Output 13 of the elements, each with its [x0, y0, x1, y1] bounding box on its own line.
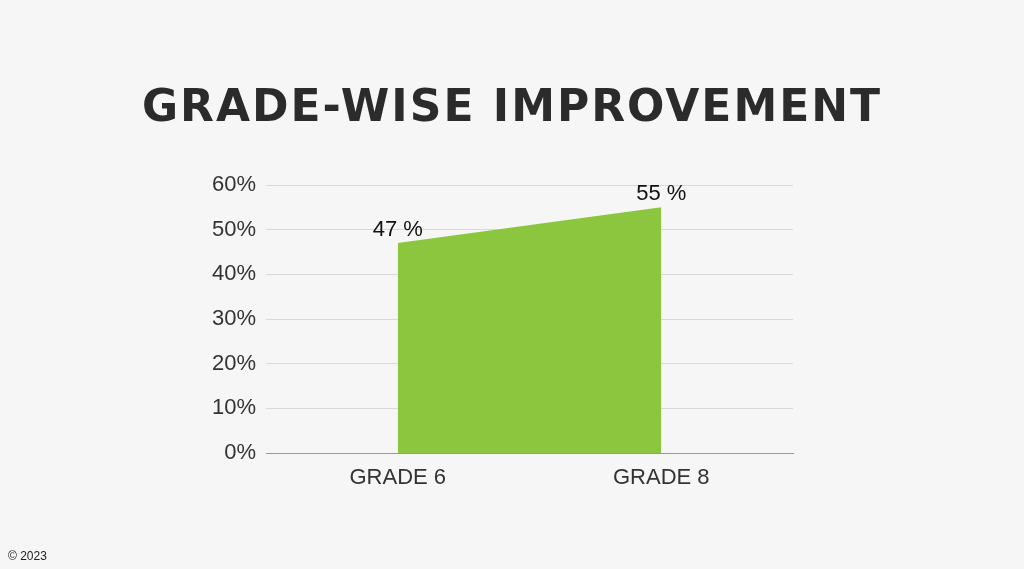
- y-tick-label: 60%: [211, 171, 256, 197]
- x-tick-label: GRADE 6: [349, 464, 447, 490]
- y-tick-label: 10%: [211, 394, 256, 420]
- x-tick-label: GRADE 8: [612, 464, 710, 490]
- chart-title: GRADE-WISE IMPROVEMENT: [140, 80, 884, 131]
- y-tick-label: 20%: [211, 349, 256, 375]
- data-label: 47 %: [372, 216, 423, 242]
- y-tick-label: 40%: [211, 260, 256, 286]
- y-tick-label: 0%: [224, 439, 256, 465]
- y-tick-label: 50%: [211, 215, 256, 241]
- text: © 2023: [8, 549, 47, 563]
- y-tick-label: 30%: [211, 305, 256, 331]
- data-label: 55 %: [636, 180, 687, 206]
